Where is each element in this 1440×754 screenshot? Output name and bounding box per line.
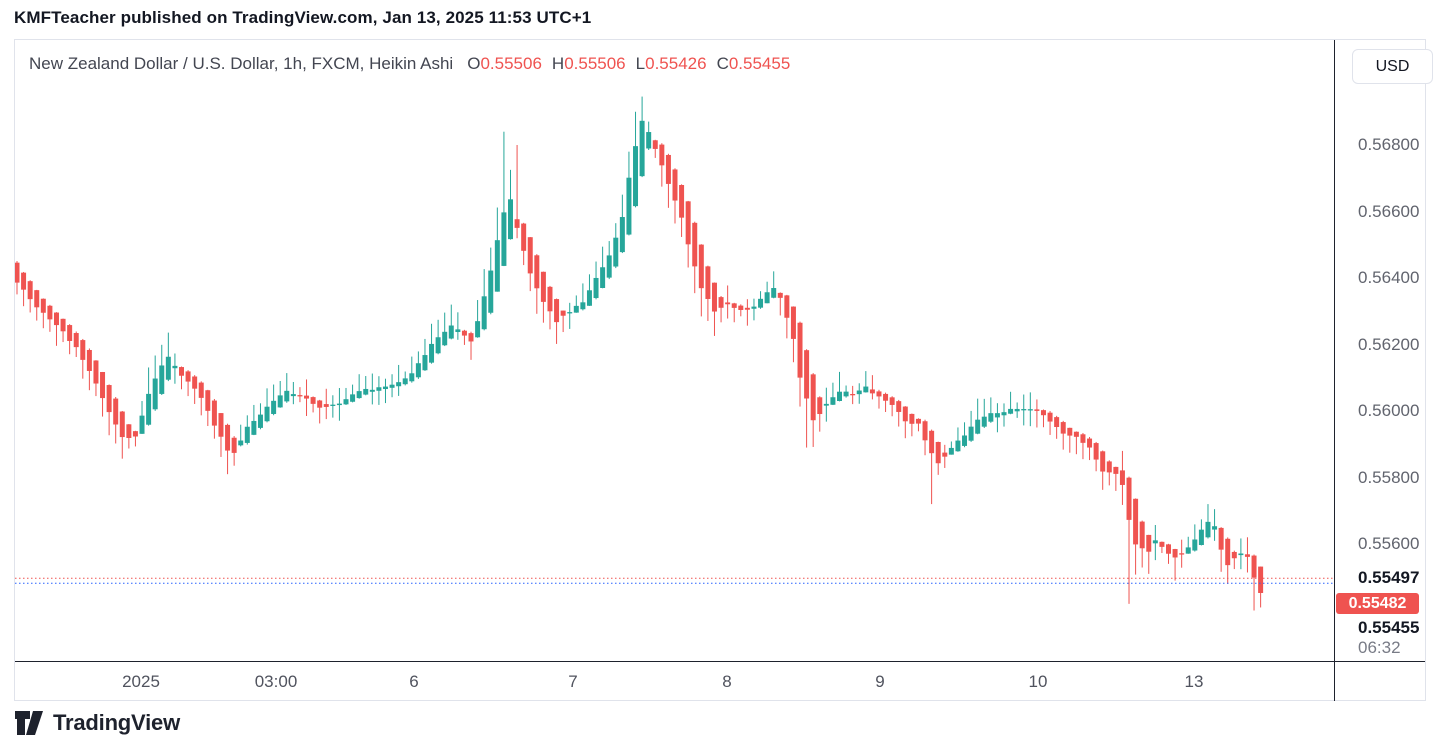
price-tick-label: 0.55600	[1358, 534, 1420, 553]
time-axis-label: 9	[875, 671, 885, 691]
symbol-title: New Zealand Dollar / U.S. Dollar, 1h, FX…	[29, 54, 454, 73]
published-attribution-text: KMFTeacher published on TradingView.com,…	[14, 8, 592, 27]
price-axis-separator	[1334, 40, 1335, 701]
ohlc-readout: O0.55506 H0.55506 L0.55426 C0.55455	[467, 54, 800, 73]
ohlc-item: H0.55506	[551, 54, 626, 73]
chart-legend: New Zealand Dollar / U.S. Dollar, 1h, FX…	[29, 54, 800, 74]
last-price-badge: 0.55482	[1336, 593, 1419, 614]
candlestick-series	[15, 96, 1334, 611]
tradingview-brand[interactable]: TradingView	[14, 710, 180, 736]
time-axis-label: 13	[1184, 671, 1204, 691]
price-tick-label: 0.56600	[1358, 201, 1420, 221]
price-tick-label: 0.56000	[1358, 401, 1420, 420]
price-tick-label: 0.55800	[1358, 467, 1420, 487]
tradingview-wordmark: TradingView	[53, 710, 180, 735]
time-axis-label: 8	[722, 671, 732, 691]
price-tick-label: 0.56400	[1358, 268, 1420, 287]
ohlc-item: O0.55506	[467, 54, 542, 73]
price-line-label: 0.55497	[1358, 568, 1420, 588]
price-tick-label: 0.56800	[1358, 135, 1420, 154]
time-axis[interactable]: 2025 03:00 6 7 8 9 10 13	[15, 662, 1334, 701]
price-axis[interactable]: USD 0.55482 0.55455 06:32 0.56800 0.56600…	[1335, 40, 1433, 661]
chart-card: New Zealand Dollar / U.S. Dollar, 1h, FX…	[14, 39, 1433, 701]
tradingview-logo-icon	[15, 711, 43, 735]
time-axis-separator	[15, 661, 1425, 662]
time-axis-label: 2025	[122, 671, 160, 691]
time-axis-label: 03:00	[254, 671, 298, 691]
ha-close-price-label: 0.55455	[1358, 618, 1420, 637]
price-tick-label: 0.56200	[1358, 334, 1420, 354]
ohlc-item: C0.55455	[716, 54, 791, 73]
time-axis-label: 10	[1028, 671, 1048, 691]
time-axis-label: 6	[409, 671, 419, 691]
bar-countdown-label: 06:32	[1358, 638, 1401, 657]
currency-toggle-button[interactable]: USD	[1352, 49, 1433, 84]
time-axis-label: 7	[568, 671, 578, 691]
ohlc-item: L0.55426	[635, 54, 707, 73]
chart-pane[interactable]	[15, 40, 1334, 661]
